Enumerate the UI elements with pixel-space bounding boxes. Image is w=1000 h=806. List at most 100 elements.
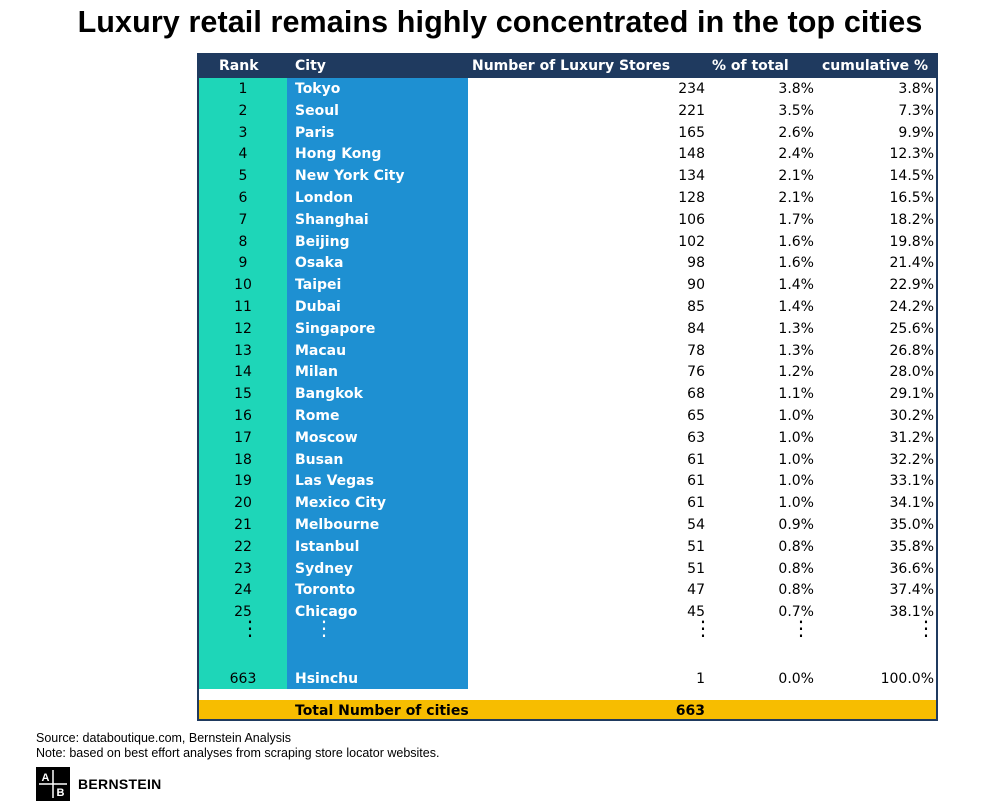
luxury-stores-table: Rank City Number of Luxury Stores % of t… bbox=[197, 53, 938, 721]
cell-pct: 0.8% bbox=[778, 538, 814, 555]
cell-rank: 3 bbox=[238, 124, 248, 141]
cell-stores: 63 bbox=[687, 429, 705, 446]
cell-stores: 85 bbox=[687, 299, 705, 315]
header-cumulative: cumulative % bbox=[822, 58, 929, 74]
cell-stores: 84 bbox=[687, 320, 705, 337]
cell-city: Taipei bbox=[295, 277, 342, 294]
table-row: 13 Macau 78 1.3% 26.8% bbox=[199, 340, 936, 362]
cell-pct: 1.6% bbox=[778, 233, 814, 250]
cell-pct: 1.4% bbox=[778, 299, 814, 315]
cell-cumulative: 28.0% bbox=[889, 364, 934, 381]
cell-rank: 10 bbox=[234, 277, 252, 294]
cell-stores: 234 bbox=[678, 81, 705, 97]
cell-rank: 17 bbox=[234, 429, 252, 446]
cell-city: Osaka bbox=[295, 255, 344, 272]
cell-cumulative: 35.8% bbox=[889, 538, 934, 555]
cell-city: Macau bbox=[295, 342, 347, 359]
cell-cumulative: 32.2% bbox=[889, 451, 934, 468]
cell-city: Sydney bbox=[295, 560, 353, 577]
cell-pct: 0.9% bbox=[778, 517, 814, 533]
cell-cumulative: 18.2% bbox=[889, 211, 934, 228]
cell-city: Shanghai bbox=[295, 211, 369, 228]
table-row: 4 Hong Kong 148 2.4% 12.3% bbox=[199, 143, 936, 165]
header-rank: Rank bbox=[219, 58, 259, 74]
cell-cumulative: 35.0% bbox=[889, 517, 934, 533]
cell-pct: 1.3% bbox=[778, 320, 814, 337]
cell-stores: 51 bbox=[687, 560, 705, 577]
table-row: 3 Paris 165 2.6% 9.9% bbox=[199, 122, 936, 144]
cell-stores: 1 bbox=[696, 671, 705, 687]
cell-city: Milan bbox=[295, 364, 338, 381]
cell-rank: 19 bbox=[234, 473, 252, 490]
total-row: Total Number of cities 663 bbox=[199, 700, 936, 719]
table-row: 10 Taipei 90 1.4% 22.9% bbox=[199, 274, 936, 296]
table-row: 8 Beijing 102 1.6% 19.8% bbox=[199, 231, 936, 253]
table-row: 1 Tokyo 234 3.8% 3.8% bbox=[199, 78, 936, 100]
cell-pct: 0.8% bbox=[778, 560, 814, 577]
cell-pct: 1.1% bbox=[778, 386, 814, 403]
cell-pct: 2.4% bbox=[778, 146, 814, 163]
cell-rank: 7 bbox=[238, 211, 248, 228]
cell-rank: 2 bbox=[238, 102, 248, 119]
cell-stores: 148 bbox=[678, 146, 705, 163]
cell-stores: 98 bbox=[687, 255, 705, 272]
table-row: 23 Sydney 51 0.8% 36.6% bbox=[199, 558, 936, 580]
cell-cumulative: 12.3% bbox=[889, 146, 934, 163]
cell-cumulative: 24.2% bbox=[889, 299, 934, 315]
source-note: Source: databoutique.com, Bernstein Anal… bbox=[36, 731, 439, 761]
cell-city: Istanbul bbox=[295, 538, 360, 555]
cell-city: Dubai bbox=[295, 299, 341, 315]
cell-city: Paris bbox=[295, 124, 335, 141]
cell-stores: 61 bbox=[687, 473, 705, 490]
cell-rank: 22 bbox=[234, 538, 252, 555]
cell-cumulative: 100.0% bbox=[880, 671, 934, 687]
cell-cumulative: 16.5% bbox=[889, 190, 934, 206]
cell-city: Beijing bbox=[295, 233, 350, 250]
cell-pct: 1.0% bbox=[778, 495, 814, 512]
cell-pct: 0.0% bbox=[778, 671, 814, 687]
table-row: 22 Istanbul 51 0.8% 35.8% bbox=[199, 536, 936, 558]
cell-city: Rome bbox=[295, 408, 340, 424]
cell-cumulative: 3.8% bbox=[898, 81, 934, 97]
cell-stores: 76 bbox=[687, 364, 705, 381]
cell-cumulative: 19.8% bbox=[889, 233, 934, 250]
cell-city: Toronto bbox=[295, 582, 356, 599]
cell-city: Bangkok bbox=[295, 386, 363, 403]
cell-rank: 11 bbox=[234, 299, 252, 315]
cell-rank: 12 bbox=[234, 320, 252, 337]
cell-rank: 663 bbox=[229, 671, 257, 687]
cell-stores: 54 bbox=[687, 517, 705, 533]
cell-stores: 61 bbox=[687, 451, 705, 468]
rank-column-band bbox=[199, 78, 287, 689]
table-row: 19 Las Vegas 61 1.0% 33.1% bbox=[199, 470, 936, 492]
cell-rank: 1 bbox=[238, 81, 248, 97]
cell-cumulative: 34.1% bbox=[889, 495, 934, 512]
cell-rank: 6 bbox=[238, 190, 248, 206]
cell-pct: 3.8% bbox=[778, 81, 814, 97]
table-row: 25 Chicago 45 0.7% 38.1% bbox=[199, 601, 936, 623]
logo-letter-b: B bbox=[57, 787, 65, 799]
header-stores: Number of Luxury Stores bbox=[472, 58, 671, 74]
cell-pct: 1.3% bbox=[778, 342, 814, 359]
table-row: 6 London 128 2.1% 16.5% bbox=[199, 187, 936, 209]
ellipsis-stores: ⋮ bbox=[693, 616, 713, 640]
cell-pct: 2.6% bbox=[778, 124, 814, 141]
note-line: Note: based on best effort analyses from… bbox=[36, 746, 440, 760]
table-row: 15 Bangkok 68 1.1% 29.1% bbox=[199, 383, 936, 405]
cell-pct: 1.6% bbox=[778, 255, 814, 272]
cell-stores: 134 bbox=[678, 168, 705, 185]
cell-rank: 18 bbox=[234, 451, 252, 468]
cell-city: Tokyo bbox=[295, 81, 341, 97]
table-row: 5 New York City 134 2.1% 14.5% bbox=[199, 165, 936, 187]
cell-city: London bbox=[295, 190, 354, 206]
cell-city: Las Vegas bbox=[295, 473, 374, 490]
cell-stores: 68 bbox=[687, 386, 705, 403]
cell-rank: 24 bbox=[234, 582, 252, 599]
cell-pct: 1.0% bbox=[778, 451, 814, 468]
cell-cumulative: 21.4% bbox=[889, 255, 934, 272]
table-row: 2 Seoul 221 3.5% 7.3% bbox=[199, 100, 936, 122]
cell-stores: 51 bbox=[687, 538, 705, 555]
cell-pct: 1.4% bbox=[778, 277, 814, 294]
cell-stores: 65 bbox=[687, 408, 705, 424]
cell-city: Hong Kong bbox=[295, 146, 382, 163]
